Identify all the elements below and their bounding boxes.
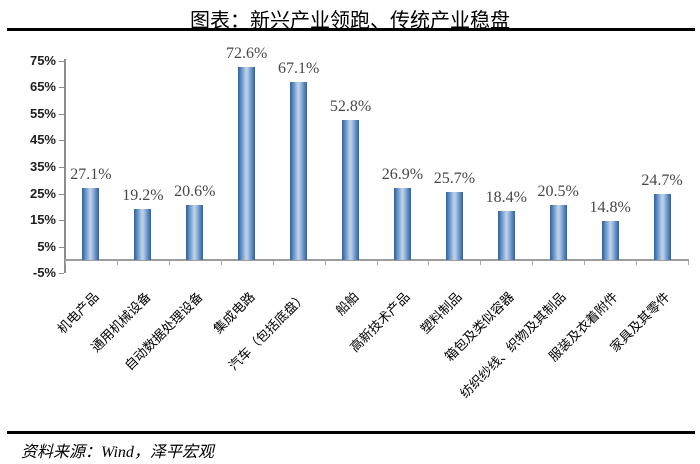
y-axis-tick-label: 45% (29, 132, 56, 148)
y-axis-tick-label: 65% (29, 79, 56, 95)
y-axis-tick (59, 87, 64, 89)
y-axis-tick-label: 25% (29, 185, 56, 201)
y-axis-tick-label: 55% (29, 105, 56, 121)
y-axis-tick-label: 35% (29, 158, 56, 174)
y-axis-line (64, 59, 66, 273)
bar (238, 66, 256, 260)
x-axis-tick (65, 261, 66, 265)
bar-value-label: 19.2% (122, 186, 164, 204)
x-axis-tick (480, 261, 482, 265)
y-axis-tick-label: -5% (32, 265, 56, 281)
bar (393, 188, 411, 260)
x-axis-category-label-text: 机电产品 (54, 289, 102, 337)
bar (186, 205, 204, 260)
y-axis-tick (59, 273, 64, 275)
x-axis-tick (428, 261, 430, 265)
bar (497, 211, 515, 260)
bar-value-label: 27.1% (70, 165, 112, 183)
bar-value-label: 20.5% (537, 183, 579, 201)
top-divider (7, 28, 695, 31)
y-axis-tick (59, 166, 64, 168)
bar (290, 81, 308, 260)
bar (549, 205, 567, 260)
bar-value-label: 24.7% (641, 172, 683, 190)
y-axis-tick-label: 75% (29, 52, 56, 68)
y-axis-tick-label: 5% (37, 238, 56, 254)
bar-value-label: 52.8% (329, 97, 372, 115)
y-axis-tick (59, 220, 64, 222)
bar-value-label: 18.4% (485, 189, 527, 207)
x-axis-line (64, 259, 689, 261)
x-axis-tick (376, 261, 378, 265)
x-axis-category-label-text: 塑料制品 (417, 289, 466, 337)
y-axis-tick (59, 113, 64, 115)
x-axis-tick (220, 261, 222, 265)
bar (601, 220, 619, 260)
bar-value-label: 26.9% (381, 166, 424, 184)
x-axis-category-label-text: 船舶 (332, 289, 362, 319)
x-axis-tick (532, 261, 534, 265)
bar (445, 191, 463, 260)
x-axis-tick (636, 261, 638, 265)
y-axis-tick (59, 246, 64, 248)
x-axis-tick (272, 261, 274, 265)
y-axis-tick (59, 60, 64, 62)
bar (134, 208, 152, 260)
x-axis-tick (324, 261, 326, 265)
bar-value-label: 25.7% (433, 169, 476, 187)
bar-value-label: 72.6% (226, 44, 268, 62)
x-axis-tick (168, 261, 170, 265)
y-axis-tick (59, 193, 64, 195)
x-axis-tick (116, 261, 118, 265)
bar-value-label: 14.8% (589, 198, 631, 216)
x-axis-tick (688, 261, 689, 265)
y-axis-tick-label: 15% (29, 212, 56, 228)
source-note: 资料来源：Wind，泽平宏观 (21, 444, 214, 461)
x-axis-category-label-text: 集成电路 (210, 289, 258, 337)
bottom-divider (7, 431, 695, 434)
bar (82, 187, 100, 260)
x-axis-tick (584, 261, 586, 265)
y-axis-tick (59, 140, 64, 142)
bar (653, 194, 671, 260)
chart-title: 图表：新兴产业领跑、传统产业稳盘 (190, 10, 510, 32)
bar (342, 119, 360, 260)
bar-value-label: 67.1% (277, 59, 320, 77)
bar-value-label: 20.6% (174, 183, 216, 201)
